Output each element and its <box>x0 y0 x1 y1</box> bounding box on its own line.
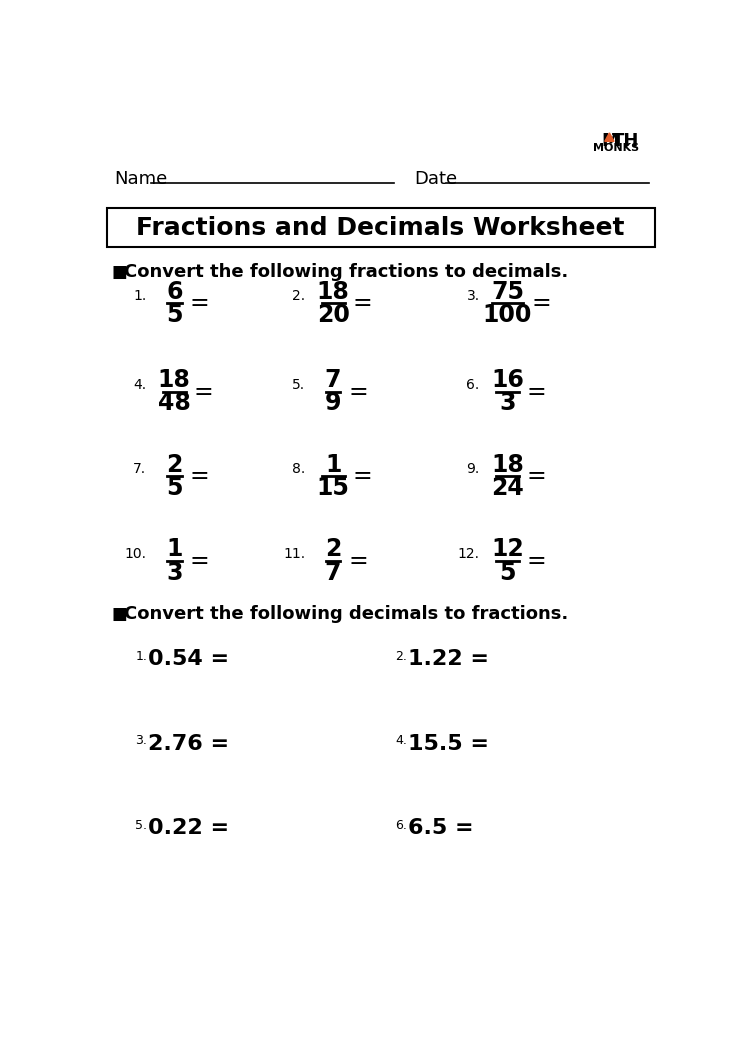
Text: 6.: 6. <box>395 819 407 832</box>
Text: 3: 3 <box>499 392 516 415</box>
Text: 6: 6 <box>166 279 183 303</box>
Text: =: = <box>194 380 213 403</box>
Text: 5: 5 <box>499 561 516 585</box>
Text: 1: 1 <box>325 453 341 477</box>
Text: =: = <box>527 380 547 403</box>
Text: 12: 12 <box>491 538 524 562</box>
Text: 1.22 =: 1.22 = <box>407 649 489 669</box>
Text: 2: 2 <box>166 453 183 477</box>
Text: 6.: 6. <box>467 378 479 392</box>
Text: Convert the following fractions to decimals.: Convert the following fractions to decim… <box>124 264 568 281</box>
Text: M: M <box>601 132 619 150</box>
Text: 9: 9 <box>325 392 341 415</box>
Text: 2: 2 <box>325 538 341 562</box>
Text: 15: 15 <box>317 476 349 500</box>
Text: 5.: 5. <box>135 819 148 832</box>
Text: 2.: 2. <box>292 289 305 303</box>
Text: 4.: 4. <box>395 734 407 748</box>
Text: =: = <box>348 549 368 573</box>
Text: 18: 18 <box>317 279 349 303</box>
Text: 24: 24 <box>491 476 524 500</box>
Text: 8.: 8. <box>292 462 305 477</box>
Text: =: = <box>189 291 209 315</box>
Text: 3.: 3. <box>467 289 479 303</box>
Text: =: = <box>189 549 209 573</box>
Text: 7: 7 <box>325 369 341 392</box>
Text: 10.: 10. <box>124 547 146 561</box>
Text: 5: 5 <box>166 476 183 500</box>
Text: ■: ■ <box>111 264 127 281</box>
Text: Name: Name <box>114 170 168 188</box>
Text: =: = <box>352 464 372 488</box>
Polygon shape <box>605 133 614 142</box>
Text: 5: 5 <box>166 302 183 327</box>
Text: Convert the following decimals to fractions.: Convert the following decimals to fracti… <box>124 605 568 623</box>
Text: 1.: 1. <box>133 289 146 303</box>
Text: 18: 18 <box>158 369 191 392</box>
Text: 48: 48 <box>158 392 191 415</box>
Text: =: = <box>348 380 368 403</box>
Text: 100: 100 <box>483 302 532 327</box>
Text: 3: 3 <box>166 561 183 585</box>
Text: 1: 1 <box>166 538 183 562</box>
Text: TH: TH <box>612 132 640 150</box>
Text: 0.54 =: 0.54 = <box>148 649 229 669</box>
Text: 11.: 11. <box>283 547 305 561</box>
Text: 16: 16 <box>491 369 524 392</box>
Text: =: = <box>531 291 551 315</box>
Text: 18: 18 <box>491 453 524 477</box>
Text: =: = <box>527 549 547 573</box>
Text: 4.: 4. <box>133 378 146 392</box>
Text: 7: 7 <box>325 561 341 585</box>
Text: 0.22 =: 0.22 = <box>148 818 229 838</box>
Text: 75: 75 <box>491 279 524 303</box>
Text: 15.5 =: 15.5 = <box>407 734 489 754</box>
Text: ■: ■ <box>111 605 127 623</box>
Text: 2.76 =: 2.76 = <box>148 734 229 754</box>
Text: 1.: 1. <box>135 650 147 663</box>
Text: MONKS: MONKS <box>593 143 639 153</box>
Text: 9.: 9. <box>467 462 479 477</box>
Text: 2.: 2. <box>395 650 407 663</box>
Text: 20: 20 <box>317 302 349 327</box>
Text: Date: Date <box>415 170 458 188</box>
Text: 3.: 3. <box>135 734 147 748</box>
Text: =: = <box>189 464 209 488</box>
Text: 12.: 12. <box>458 547 479 561</box>
Text: 5.: 5. <box>292 378 305 392</box>
Text: 7.: 7. <box>133 462 146 477</box>
FancyBboxPatch shape <box>107 208 655 247</box>
Text: 6.5 =: 6.5 = <box>407 818 473 838</box>
Text: Fractions and Decimals Worksheet: Fractions and Decimals Worksheet <box>136 215 625 239</box>
Text: =: = <box>527 464 547 488</box>
Text: =: = <box>352 291 372 315</box>
